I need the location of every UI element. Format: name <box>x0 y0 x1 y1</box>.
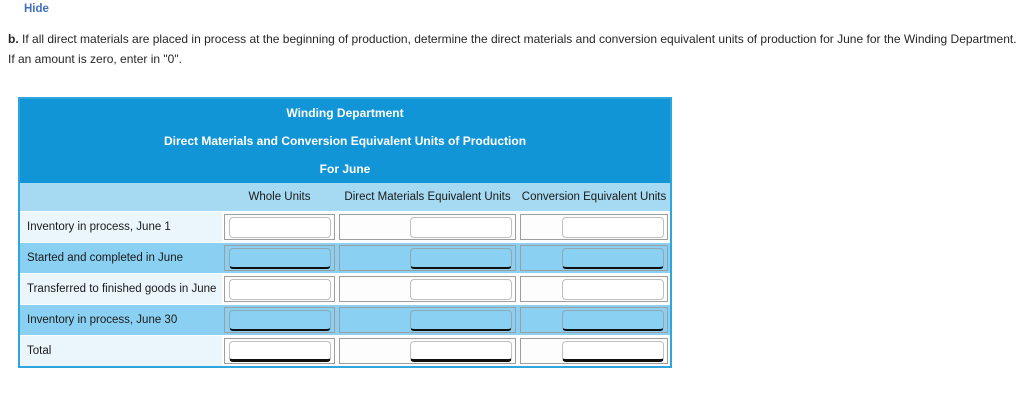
equivalent-units-table: Winding Department Direct Materials and … <box>18 97 672 368</box>
cell-box <box>520 338 668 364</box>
table-title-period: For June <box>319 162 371 176</box>
amount-input-r1-whole-units[interactable] <box>229 216 331 238</box>
amount-input-r4-conversion[interactable] <box>562 309 664 331</box>
amount-input-r3-conversion[interactable] <box>562 278 664 300</box>
table-row-transferred-finished-goods: Transferred to finished goods in June <box>20 274 670 305</box>
amount-input-r2-whole-units[interactable] <box>229 247 331 269</box>
question-text: b. If all direct materials are placed in… <box>8 29 1018 69</box>
table-row-total: Total <box>20 336 670 366</box>
cell-box <box>224 307 335 333</box>
table-title-department: Winding Department <box>286 106 404 120</box>
table-row-inventory-june-1: Inventory in process, June 1 <box>20 212 670 243</box>
question-body: If all direct materials are placed in pr… <box>22 32 1017 46</box>
row-label: Transferred to finished goods in June <box>20 274 222 304</box>
amount-input-r4-whole-units[interactable] <box>229 309 331 331</box>
cell-box <box>520 214 668 240</box>
cell-box <box>339 338 516 364</box>
row-label: Inventory in process, June 1 <box>20 212 222 242</box>
cell-box <box>224 276 335 302</box>
amount-input-total-conversion[interactable] <box>562 340 664 362</box>
row-label: Inventory in process, June 30 <box>20 305 222 335</box>
column-header-whole-units: Whole Units <box>248 191 311 203</box>
question-letter: b. <box>8 32 19 46</box>
cell-box <box>520 307 668 333</box>
cell-box <box>224 214 335 240</box>
column-header-direct-materials: Direct Materials Equivalent Units <box>344 191 511 203</box>
amount-input-r4-direct-materials[interactable] <box>410 309 512 331</box>
column-header-row: Whole Units Direct Materials Equivalent … <box>20 183 670 212</box>
amount-input-r2-direct-materials[interactable] <box>410 247 512 269</box>
cell-box <box>520 245 668 271</box>
cell-box <box>224 338 335 364</box>
column-header-conversion: Conversion Equivalent Units <box>521 191 667 203</box>
table-title: Winding Department Direct Materials and … <box>20 99 670 183</box>
row-label: Total <box>20 336 222 366</box>
table-title-subject: Direct Materials and Conversion Equivale… <box>163 134 527 148</box>
row-label: Started and completed in June <box>20 243 222 273</box>
amount-input-total-direct-materials[interactable] <box>410 340 512 362</box>
amount-input-total-whole-units[interactable] <box>229 340 331 362</box>
amount-input-r3-whole-units[interactable] <box>229 278 331 300</box>
table-row-inventory-june-30: Inventory in process, June 30 <box>20 305 670 336</box>
amount-input-r1-direct-materials[interactable] <box>410 216 512 238</box>
amount-input-r1-conversion[interactable] <box>562 216 664 238</box>
question-line-2: If an amount is zero, enter in "0". <box>8 52 182 66</box>
amount-input-r2-conversion[interactable] <box>562 247 664 269</box>
cell-box <box>520 276 668 302</box>
cell-box <box>224 245 335 271</box>
hide-link[interactable]: Hide <box>24 3 49 15</box>
cell-box <box>339 307 516 333</box>
table-row-started-completed: Started and completed in June <box>20 243 670 274</box>
cell-box <box>339 245 516 271</box>
cell-box <box>339 276 516 302</box>
cell-box <box>339 214 516 240</box>
column-header-blank <box>20 183 222 211</box>
amount-input-r3-direct-materials[interactable] <box>410 278 512 300</box>
question-line-1: b. If all direct materials are placed in… <box>8 29 1018 49</box>
